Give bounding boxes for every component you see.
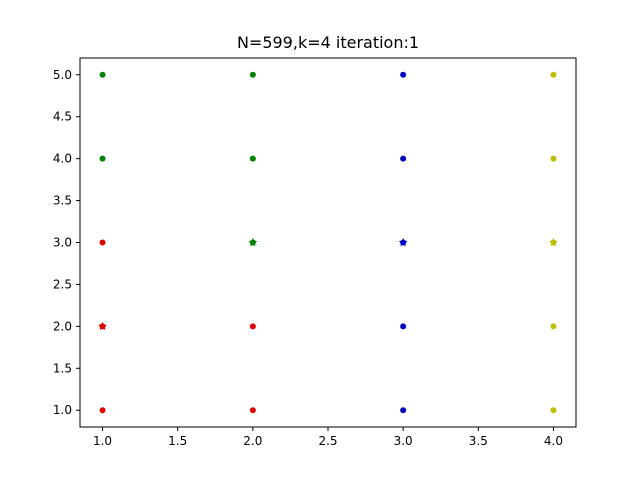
- centroid-marker: [98, 321, 107, 331]
- chart-title: N=599,k=4 iteration:1: [237, 33, 419, 52]
- data-point: [400, 407, 407, 414]
- data-point: [400, 323, 407, 330]
- cluster-1: [98, 239, 256, 414]
- centroid-marker: [549, 237, 558, 247]
- y-tick-label: 1.5: [53, 361, 72, 375]
- centroid-marker: [398, 237, 408, 247]
- data-point: [400, 71, 407, 78]
- data-point: [99, 239, 106, 246]
- data-point: [550, 71, 557, 78]
- y-tick-label: 3.5: [53, 194, 72, 208]
- y-tick-label: 3.0: [53, 236, 72, 250]
- data-point: [249, 71, 256, 78]
- y-axis: 1.0 1.5 2.0 2.5 3.0 3.5 4.0 4.5 5.0: [53, 68, 80, 417]
- y-tick-label: 2.0: [53, 319, 72, 333]
- data-point: [249, 323, 256, 330]
- centroid-marker: [248, 237, 258, 247]
- cluster-3: [398, 71, 408, 414]
- data-point: [99, 407, 106, 414]
- x-tick-label: 1.0: [93, 434, 112, 448]
- x-axis: 1.0 1.5 2.0 2.5 3.0 3.5 4.0: [93, 427, 563, 448]
- y-tick-label: 4.5: [53, 110, 72, 124]
- x-tick-label: 4.0: [544, 434, 563, 448]
- data-point: [550, 155, 557, 162]
- data-point: [249, 155, 256, 162]
- x-tick-label: 2.0: [243, 434, 262, 448]
- y-tick-label: 4.0: [53, 152, 72, 166]
- cluster-4: [549, 71, 558, 414]
- data-point: [550, 407, 557, 414]
- data-point: [550, 323, 557, 330]
- y-tick-label: 5.0: [53, 68, 72, 82]
- x-tick-label: 1.5: [168, 434, 187, 448]
- data-point: [400, 155, 407, 162]
- y-tick-label: 2.5: [53, 277, 72, 291]
- x-tick-label: 3.5: [469, 434, 488, 448]
- plot-marks: [98, 71, 558, 414]
- data-point: [99, 71, 106, 78]
- cluster-2: [99, 71, 258, 247]
- x-tick-label: 2.5: [318, 434, 337, 448]
- data-point: [99, 155, 106, 162]
- x-tick-label: 3.0: [394, 434, 413, 448]
- y-tick-label: 1.0: [53, 403, 72, 417]
- data-point: [249, 407, 256, 414]
